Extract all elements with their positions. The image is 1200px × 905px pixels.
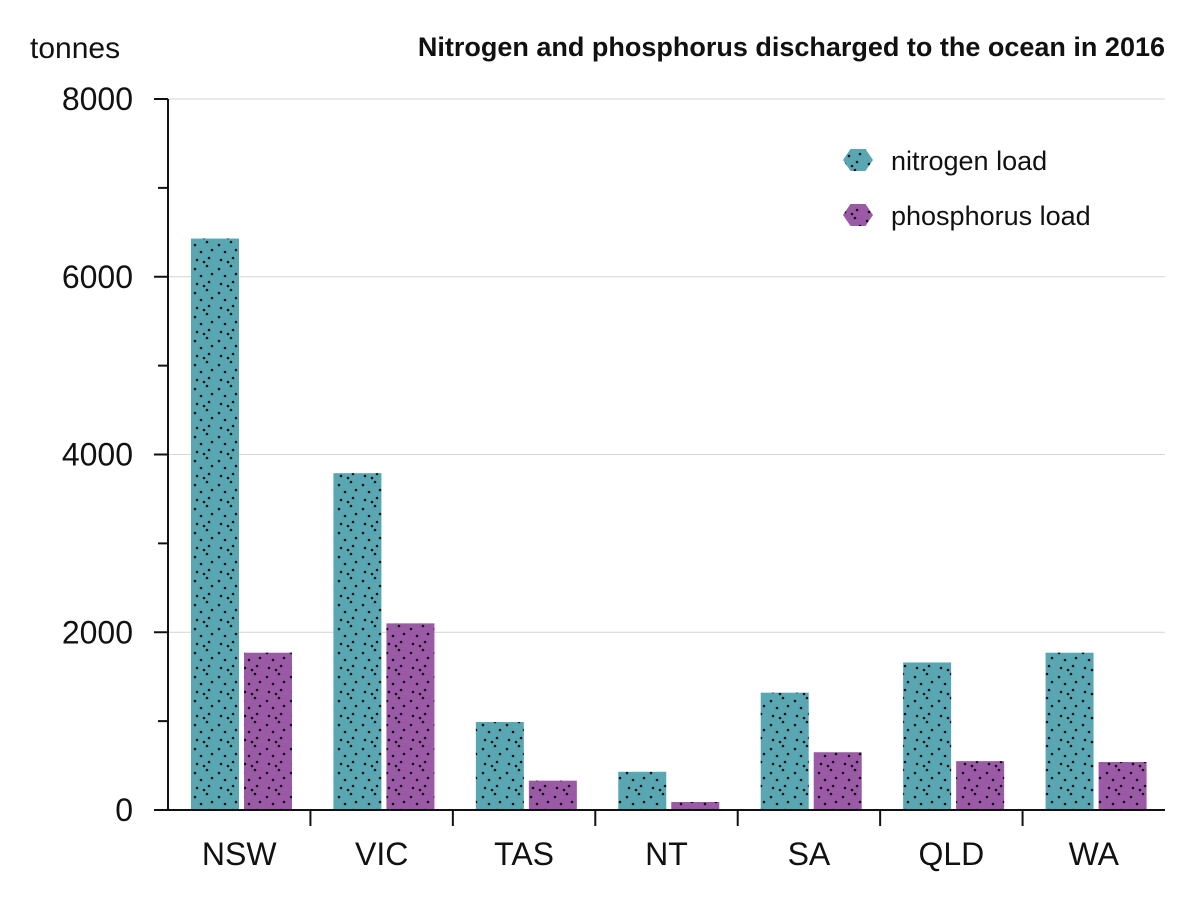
- x-tick-label: TAS: [494, 836, 554, 872]
- x-tick-label: SA: [788, 836, 831, 872]
- legend-label: nitrogen load: [891, 146, 1047, 176]
- bar-texture: [760, 692, 809, 810]
- y-tick-label: 6000: [62, 259, 133, 295]
- y-tick-label: 0: [115, 792, 133, 828]
- x-tick-label: NT: [645, 836, 688, 872]
- bar-texture: [1045, 652, 1094, 810]
- chart-title: Nitrogen and phosphorus discharged to th…: [418, 32, 1165, 62]
- x-tick-label: NSW: [202, 836, 277, 872]
- axes: 0 2000 4000 6000 8000 NSW VIC TAS NT SA QLD WA: [62, 81, 1165, 872]
- bar-texture: [618, 771, 667, 810]
- y-tick-label: 4000: [62, 437, 133, 473]
- bar-texture: [903, 662, 952, 810]
- legend-swatch-texture: [843, 149, 873, 171]
- bar-texture: [956, 761, 1005, 810]
- bar-texture: [386, 623, 435, 810]
- y-tick-label: 8000: [62, 81, 133, 117]
- y-tick-label: 2000: [62, 614, 133, 650]
- bar-texture: [244, 652, 292, 810]
- bar-texture: [528, 780, 577, 810]
- bar-texture: [1098, 762, 1147, 810]
- gridlines: [168, 98, 1165, 633]
- y-axis-unit-label: tonnes: [30, 32, 120, 65]
- bar-texture: [191, 238, 239, 810]
- legend: nitrogen load phosphorus load: [843, 146, 1091, 231]
- bar-texture: [475, 722, 524, 810]
- bar-texture: [333, 473, 382, 810]
- bar-texture: [671, 802, 720, 810]
- bar-texture: [813, 752, 862, 810]
- x-tick-label: VIC: [355, 836, 408, 872]
- bars: [191, 238, 1147, 810]
- x-tick-label: WA: [1069, 836, 1120, 872]
- legend-label: phosphorus load: [891, 201, 1091, 231]
- legend-swatch-texture: [843, 204, 873, 226]
- x-tick-label: QLD: [918, 836, 984, 872]
